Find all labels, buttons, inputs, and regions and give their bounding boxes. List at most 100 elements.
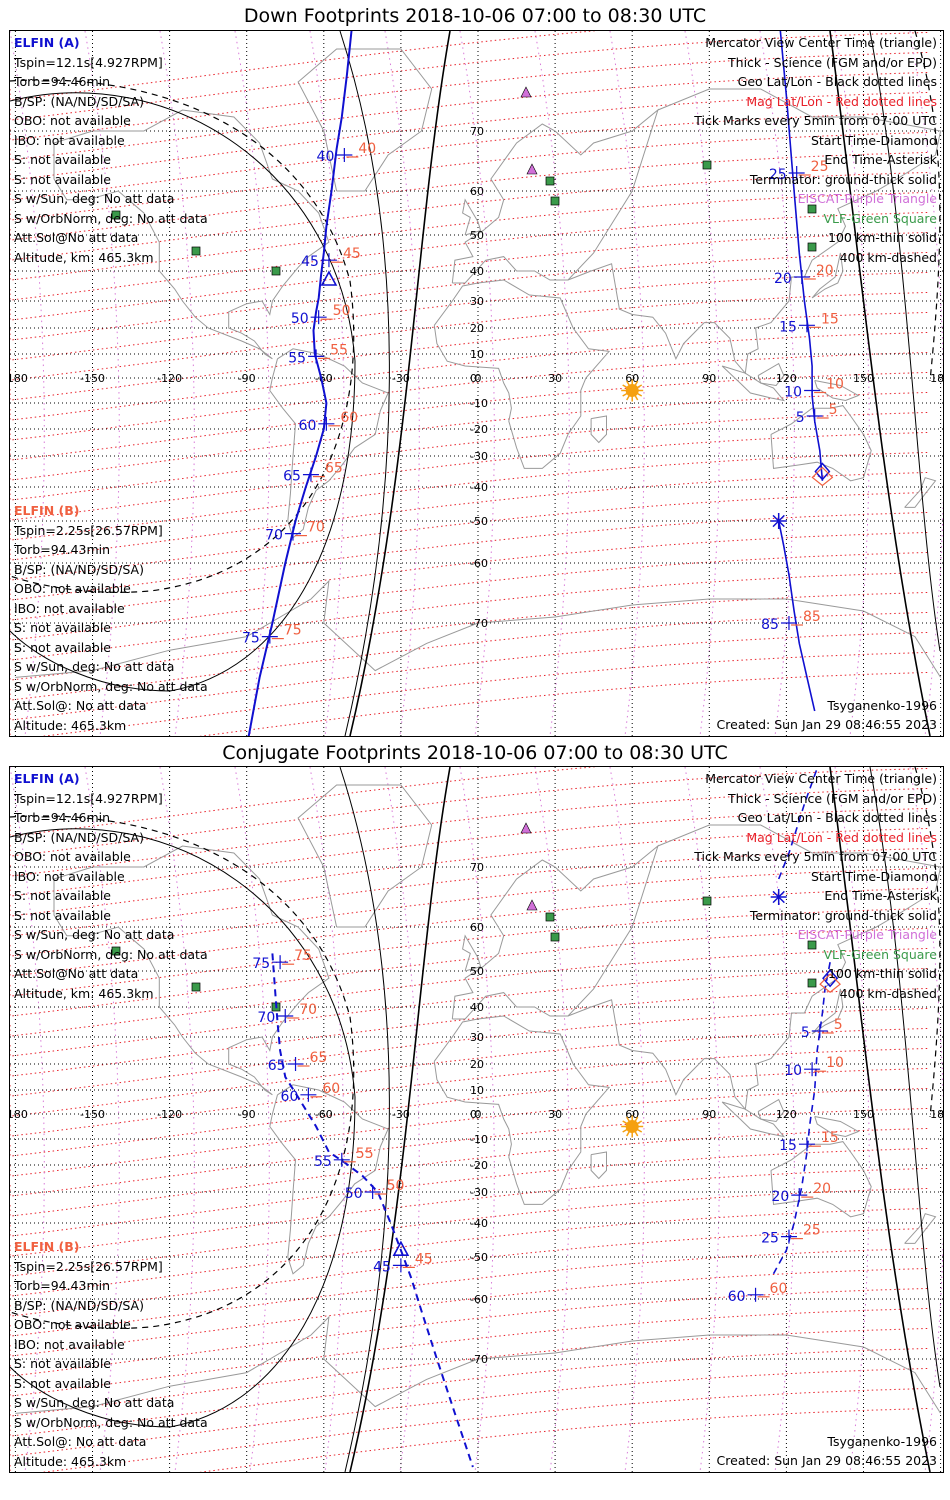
legend-entry: Tick Marks every 5min from 07:00 UTC	[694, 849, 937, 864]
legend-entry: VLF-Green Square	[823, 210, 937, 226]
info-line: Altitude: 465.3km	[14, 717, 127, 733]
lon-label: 120	[776, 1108, 797, 1121]
legend-entry: VLF-Green Square	[823, 946, 937, 962]
legend-entry: Tick Marks every 5min from 07:00 UTC	[694, 113, 937, 128]
tick-label-b: 45	[415, 1251, 433, 1267]
lat-label: 0	[470, 1108, 477, 1121]
terminator-100km-loop	[10, 92, 356, 692]
coastline	[462, 198, 482, 236]
tick-label-a: 85	[761, 617, 779, 633]
terminator-400km	[10, 79, 355, 593]
info-line: S w/Sun, deg: No att data	[14, 659, 175, 674]
mag-lon-line	[84, 31, 120, 736]
terminator-100km	[339, 767, 390, 1472]
sun-ray	[637, 392, 643, 397]
terminator	[10, 767, 941, 1472]
mag-lat-line	[10, 1327, 931, 1417]
panel-title: Conjugate Footprints 2018-10-06 07:00 to…	[222, 742, 728, 764]
map-legend: Mercator View Center Time (triangle) Thic…	[694, 769, 937, 1003]
tick-label-b: 20	[813, 1181, 831, 1197]
info-line: Tspin=12.1s[4.927RPM]	[14, 54, 163, 70]
map-canvas: 706050403020100-10-20-30-40-50-60-70-180…	[10, 31, 943, 736]
info-line: S: not available	[14, 1356, 111, 1371]
sun-ray	[622, 392, 628, 397]
sun-ray	[634, 380, 639, 386]
coastline	[590, 415, 607, 444]
info-line: Torb=94.46min	[14, 74, 111, 89]
lat-label: -40	[470, 1217, 488, 1230]
mag-lat-line	[10, 1347, 931, 1437]
info-line: S: not available	[14, 620, 111, 635]
tick-label-a: 75	[252, 956, 270, 972]
info-line: Torb=94.43min	[14, 542, 111, 557]
info-line: Att.Sol@: No att data	[14, 1434, 147, 1449]
coastline	[567, 824, 942, 1111]
mag-lat-line	[10, 311, 931, 401]
tick-label-a: 20	[774, 271, 792, 287]
lon-label: 60	[625, 1108, 639, 1121]
legend-entry: Mercator View Center Time (triangle)	[705, 771, 937, 786]
tick-label-a: 50	[345, 1186, 363, 1202]
terminator-ground-east	[829, 767, 931, 1472]
coastline	[297, 784, 433, 928]
coastline	[814, 1116, 860, 1138]
lon-label: -30	[392, 1108, 410, 1121]
axis-labels: 706050403020100-10-20-30-40-50-60-70-180…	[10, 861, 943, 1366]
mag-lat-line	[10, 371, 931, 461]
mag-lon-line	[159, 767, 195, 1472]
coastline	[462, 934, 482, 972]
info-line: S w/OrbNorm, deg: No att data	[14, 946, 208, 962]
mag-lat-line	[10, 571, 931, 661]
legend-entry: EISCAT-Purple Triangle	[797, 927, 937, 942]
lon-label: -90	[238, 1108, 256, 1121]
legend-entry: Start Time-Diamond	[810, 132, 937, 148]
eiscat-station-icon	[520, 822, 532, 834]
mag-lon-line	[384, 767, 420, 1472]
asterisk-stroke	[772, 514, 785, 528]
lat-label: 60	[470, 921, 484, 934]
mag-lon-line	[534, 767, 570, 1472]
info-line: S w/OrbNorm, deg: No att data	[14, 678, 208, 694]
mag-lon-line	[10, 767, 45, 1472]
tick-label-b: 70	[307, 520, 325, 536]
lat-label: 10	[470, 348, 484, 361]
info-line: S w/Sun, deg: No att data	[14, 1395, 175, 1410]
legend-entry: 100 km-thin solid	[828, 230, 937, 245]
info-line: Att.Sol@No att data	[14, 966, 139, 981]
sun-icon	[621, 1115, 644, 1138]
mag-lat-line	[10, 411, 931, 501]
start-time-diamond-b	[811, 466, 834, 487]
lat-label: -50	[470, 1251, 488, 1264]
terminator-100km-east	[869, 767, 941, 1388]
tick-label-a: 20	[771, 1189, 789, 1205]
sun-disc	[625, 384, 639, 397]
vlf-station-icon	[111, 946, 121, 956]
tick-label-b: 40	[358, 141, 376, 157]
terminator-400km-east	[914, 767, 941, 1118]
tick-label-a: 40	[317, 149, 335, 165]
mag-lat-line	[10, 251, 931, 341]
created-label: Created: Sun Jan 29 08:46:55 2023	[716, 717, 937, 732]
elfin-a-track	[247, 31, 353, 736]
lat-label: 50	[470, 229, 484, 242]
lon-label: 150	[853, 1108, 874, 1121]
lon-label: 180	[930, 1108, 943, 1121]
sun-ray	[634, 1116, 639, 1122]
lon-label: -120	[157, 372, 182, 385]
coastline	[53, 109, 330, 360]
lat-label: 20	[470, 1058, 484, 1071]
mag-lon-line	[834, 31, 870, 736]
terminator-ground	[349, 767, 451, 1472]
tick-label-b: 5	[829, 402, 838, 418]
tick-label-b: 15	[821, 1130, 839, 1146]
tick-label-a: 15	[779, 1138, 797, 1154]
info-line: S: not available	[14, 888, 111, 903]
mag-lon-line	[384, 31, 420, 736]
lon-label: 0	[475, 1108, 482, 1121]
tick-label-a: 65	[268, 1058, 286, 1074]
mag-lat-line	[10, 211, 931, 301]
info-line: Tspin=12.1s[4.927RPM]	[14, 790, 163, 806]
coastline	[590, 1151, 607, 1180]
mag-lat-line	[10, 71, 931, 161]
